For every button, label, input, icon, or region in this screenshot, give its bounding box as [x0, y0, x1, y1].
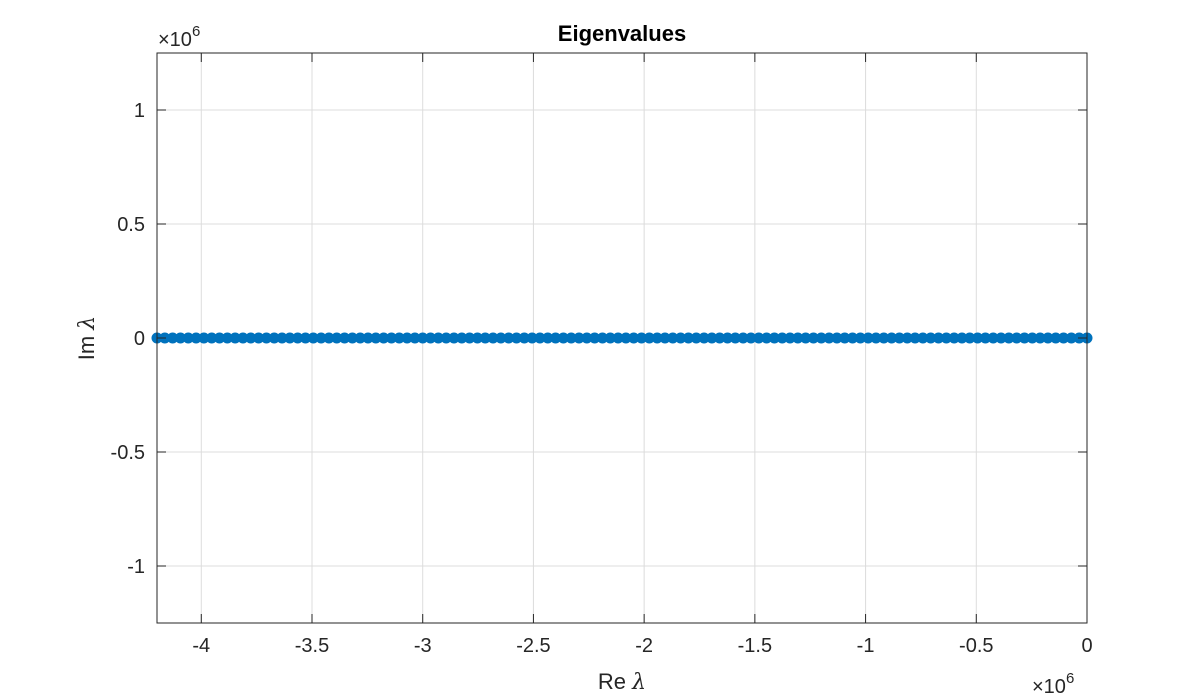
eigenvalue-markers [151, 332, 1093, 344]
y-exponent-label: ×106 [158, 23, 200, 51]
chart-title: Eigenvalues [558, 21, 686, 46]
x-tick-label: -1.5 [738, 635, 772, 657]
x-tick-label: -0.5 [959, 635, 993, 657]
x-tick-label: -2 [635, 635, 653, 657]
y-tick-label: 1 [134, 100, 145, 122]
x-tick-label: -3.5 [295, 635, 329, 657]
x-tick-label: -1 [857, 635, 875, 657]
y-axis-label: Im λ [74, 316, 100, 361]
y-tick-label: 0.5 [117, 214, 145, 236]
y-tick-label: 0 [134, 328, 145, 350]
y-tick-labels: -1 -0.5 0 0.5 1 [111, 100, 145, 578]
x-tick-label: 0 [1081, 635, 1092, 657]
x-tick-label: -3 [414, 635, 432, 657]
ticks [157, 53, 1088, 623]
x-tick-labels: -4 -3.5 -3 -2.5 -2 -1.5 -1 -0.5 0 [192, 635, 1092, 657]
y-tick-label: -1 [127, 556, 145, 578]
x-axis-label: Re λ [598, 669, 646, 695]
x-exponent-label: ×106 [1032, 670, 1074, 698]
x-tick-label: -4 [192, 635, 210, 657]
x-tick-label: -2.5 [516, 635, 550, 657]
y-tick-label: -0.5 [111, 442, 145, 464]
